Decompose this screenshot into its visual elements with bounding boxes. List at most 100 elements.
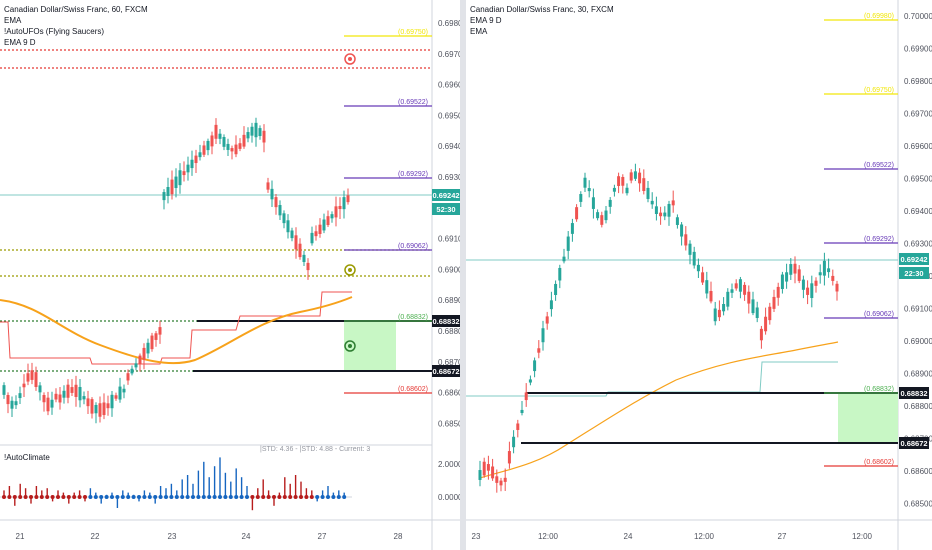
left-oscillator-dot — [255, 495, 260, 499]
left-candle-body — [338, 205, 342, 210]
left-oscillator-dot — [261, 495, 266, 499]
left-oscillator-dot — [239, 495, 244, 499]
right-price-tick: 0.69100 — [904, 305, 932, 314]
left-candle-body — [330, 214, 334, 219]
right-ema-line — [479, 341, 839, 479]
left-legend-autoufos[interactable]: !AutoUFOs (Flying Saucers) — [4, 27, 105, 36]
left-legend-symbol[interactable]: Canadian Dollar/Swiss Franc, 60, FXCM — [4, 5, 148, 14]
left-candle-body — [190, 159, 194, 169]
left-legend-ema[interactable]: EMA — [4, 16, 22, 25]
left-level-label: (0.68832) — [398, 314, 428, 321]
right-candle-body — [663, 212, 667, 217]
left-candle-body — [14, 401, 18, 406]
right-level-label: (0.69980) — [864, 13, 894, 20]
left-oscillator-dot — [2, 495, 6, 499]
left-oscillator-dot — [196, 495, 201, 499]
right-candle-body — [570, 223, 574, 234]
right-candle-body — [646, 187, 650, 199]
right-legend-ema[interactable]: EMA — [470, 27, 488, 36]
left-oscillator-dot — [245, 495, 249, 499]
left-candle-body — [318, 224, 322, 234]
left-candle-body — [266, 182, 270, 190]
left-candle-body — [310, 232, 314, 244]
left-candle-body — [202, 145, 206, 155]
left-oscillator-dot — [23, 495, 28, 499]
left-candle-body — [234, 144, 238, 155]
left-oscillator-dot — [110, 495, 114, 499]
left-oscillator-dot — [93, 495, 98, 499]
left-oscillator-dot — [326, 495, 330, 499]
right-candle-body — [562, 256, 566, 262]
left-candle-body — [30, 370, 34, 380]
right-price-badge-text: 22:30 — [904, 269, 923, 278]
right-chart-canvas[interactable]: 0.70000 0.69900 0.69800 0.69700 0.69600 0.695… — [466, 0, 932, 550]
right-candle-body — [545, 316, 549, 324]
left-candle-body — [290, 230, 294, 239]
left-candle-body — [26, 373, 30, 382]
left-oscillator-dot — [277, 495, 282, 499]
left-oscillator-dot — [174, 495, 179, 499]
right-candle-body — [596, 212, 600, 219]
left-candle-body — [134, 363, 138, 368]
right-candle-body — [680, 224, 684, 237]
left-oscillator-dot — [137, 495, 141, 499]
left-chart-panel[interactable]: Canadian Dollar/Swiss Franc, 60, FXCM EM… — [0, 0, 460, 550]
left-level-label: (0.69062) — [398, 243, 428, 250]
left-legend-ema9d[interactable]: EMA 9 D — [4, 38, 36, 47]
left-candle-body — [86, 398, 90, 407]
panel-divider[interactable] — [460, 0, 466, 550]
right-time-tick: 27 — [778, 532, 787, 541]
right-legend-symbol[interactable]: Canadian Dollar/Swiss Franc, 30, FXCM — [470, 5, 614, 14]
left-time-tick: 22 — [91, 532, 100, 541]
right-candle-body — [667, 203, 671, 217]
left-oscillator-dot — [315, 495, 320, 499]
left-oscillator-title: !AutoClimate — [4, 453, 50, 462]
left-candle-body — [218, 133, 222, 139]
right-candle-body — [738, 279, 742, 292]
right-candle-body — [717, 309, 721, 318]
right-candle-body — [503, 477, 507, 482]
right-price-tick: 0.69700 — [904, 110, 932, 119]
left-level-label: (0.69292) — [398, 171, 428, 178]
left-oscillator-dot — [39, 495, 44, 499]
right-chart-panel[interactable]: Canadian Dollar/Swiss Franc, 30, FXCM EM… — [466, 0, 932, 550]
left-oscillator-dot — [293, 495, 298, 499]
right-candle-body — [726, 291, 730, 307]
left-chart-canvas[interactable]: 0.69800 0.69700 0.69600 0.69500 0.69400 0.693… — [0, 0, 460, 550]
right-candle-body — [617, 176, 621, 186]
left-oscillator-dot — [304, 495, 309, 499]
right-price-tick: 0.69000 — [904, 337, 932, 346]
right-candle-body — [793, 263, 797, 274]
left-candle-body — [162, 192, 166, 201]
right-candle-body — [831, 275, 835, 281]
left-price-badge — [432, 189, 460, 201]
left-oscillator-dot — [342, 495, 347, 499]
right-price-tick: 0.69300 — [904, 240, 932, 249]
left-candle-body — [62, 390, 66, 398]
right-price-badge — [899, 267, 929, 279]
left-candle-body — [178, 170, 182, 186]
right-candle-body — [705, 280, 709, 294]
left-candle-body — [326, 216, 330, 226]
left-oscillator-dot — [180, 495, 185, 499]
left-candle-body — [158, 327, 162, 335]
right-level-label: (0.69750) — [864, 87, 894, 94]
right-candle-body — [633, 171, 637, 179]
right-candle-body — [591, 197, 595, 209]
right-candle-body — [785, 272, 789, 282]
left-candle-body — [270, 188, 274, 200]
left-candle-body — [6, 395, 10, 405]
right-candle-body — [575, 207, 579, 220]
right-candle-body — [629, 172, 633, 181]
right-price-tick: 0.68600 — [904, 467, 932, 476]
right-candle-body — [789, 264, 793, 275]
left-oscillator-dot — [131, 495, 136, 499]
left-time-tick: 21 — [16, 532, 25, 541]
right-candle-body — [684, 234, 688, 246]
left-price-tick: 0.68500 — [438, 419, 460, 428]
right-candle-body — [755, 307, 759, 319]
right-legend-ema9d[interactable]: EMA 9 D — [470, 16, 502, 25]
left-candle-body — [34, 372, 38, 388]
left-candle-body — [198, 152, 202, 158]
